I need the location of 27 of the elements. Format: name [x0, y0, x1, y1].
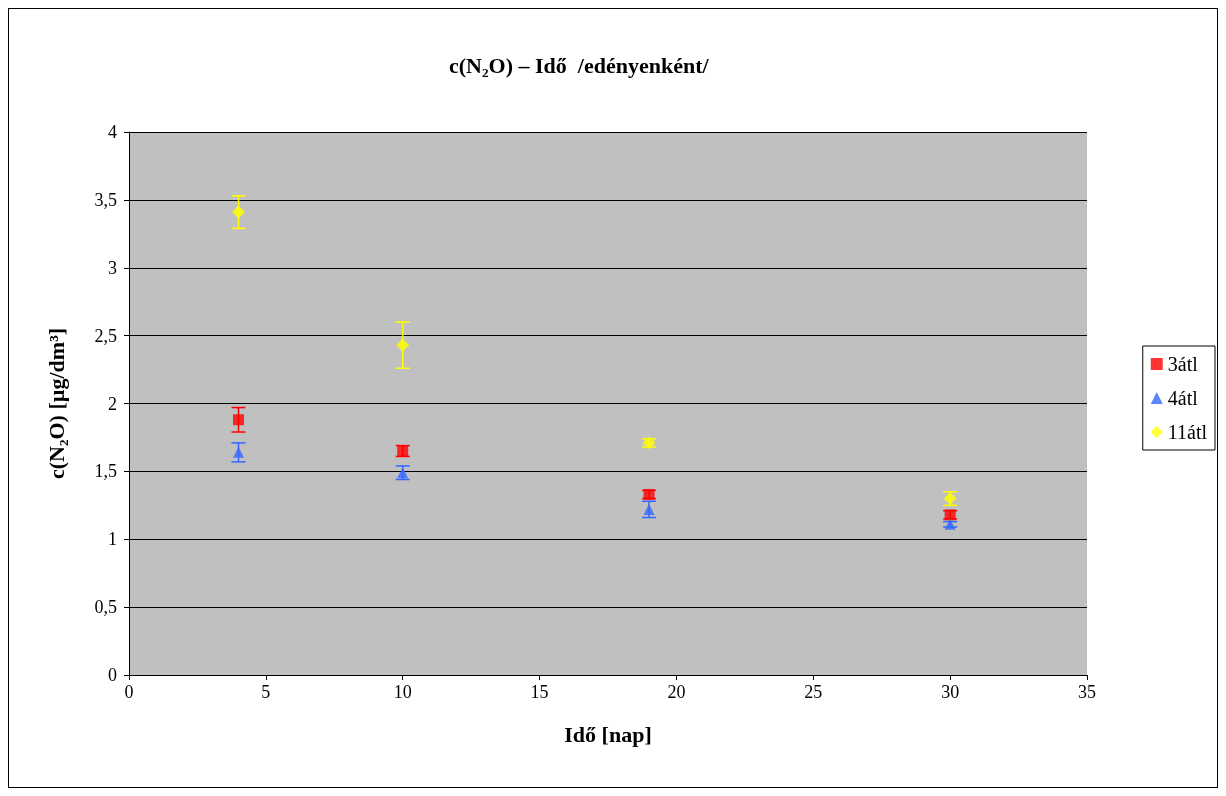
y-tick-label: 3: [108, 257, 117, 278]
chart-title: c(N₂O) – Idő /edényenként/: [449, 52, 710, 78]
y-tick-label: 3,5: [94, 189, 117, 210]
point: [231, 205, 245, 219]
y-tick-label: 1,5: [94, 461, 117, 482]
y-tick-label: 1: [108, 529, 117, 550]
x-tick-label: 0: [124, 682, 134, 702]
legend-label: 3átl: [1167, 353, 1199, 375]
x-tick-label: 25: [804, 682, 823, 702]
x-tick-label: 30: [941, 682, 960, 702]
legend-label: 4átl: [1167, 387, 1199, 409]
y-axis-title: c(N₂O) [µg/dm³]: [43, 327, 69, 480]
legend-label: 11átl: [1167, 421, 1208, 443]
x-tick-label: 10: [393, 682, 412, 702]
y-tick-label: 2,5: [94, 325, 117, 346]
x-tick-label: 20: [667, 682, 686, 702]
x-tick-label: 5: [261, 682, 271, 702]
x-tick-label: 15: [530, 682, 549, 702]
y-tick-label: 0: [108, 665, 117, 685]
y-tick-label: 4: [108, 122, 117, 142]
y-tick-label: 2: [108, 393, 117, 414]
x-axis-title: Idő [nap]: [564, 721, 652, 747]
point: [643, 503, 655, 515]
point: [396, 338, 410, 352]
y-tick-label: 0,5: [94, 597, 117, 618]
x-tick-label: 35: [1078, 682, 1096, 702]
point: [232, 414, 244, 426]
